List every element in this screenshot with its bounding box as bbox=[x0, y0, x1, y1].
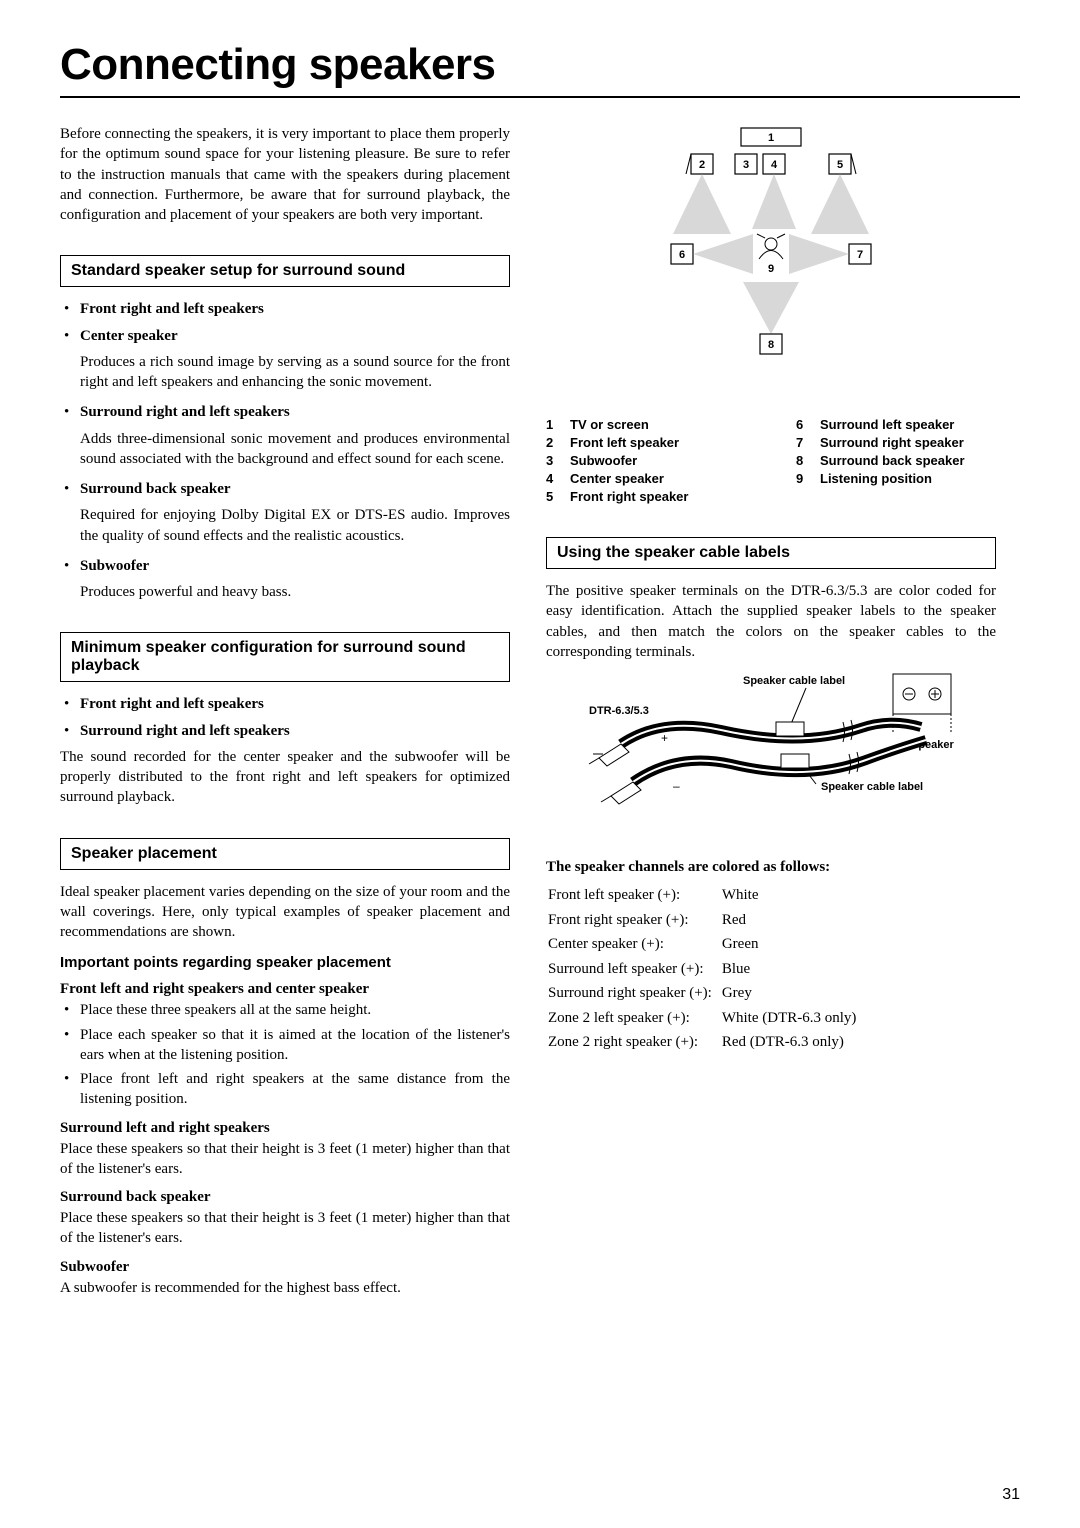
group-title: Front left and right speakers and center… bbox=[60, 981, 510, 998]
group-text: Place these speakers so that their heigh… bbox=[60, 1208, 510, 1249]
svg-text:–: – bbox=[673, 779, 680, 793]
color-table-head: The speaker channels are colored as foll… bbox=[546, 859, 996, 876]
color-val: Blue bbox=[722, 958, 857, 981]
item-label: Front right and left speakers bbox=[80, 696, 264, 712]
legend-num: 3 bbox=[546, 453, 560, 468]
group-title: Subwoofer bbox=[60, 1259, 510, 1276]
speaker-placement-diagram: 1 2 3 4 5 6 bbox=[631, 124, 911, 399]
standard-setup-list: Front right and left speakers Center spe… bbox=[60, 299, 510, 346]
standard-setup-list: Surround right and left speakers bbox=[60, 402, 510, 422]
legend-text: Front left speaker bbox=[570, 435, 679, 450]
color-val: Red bbox=[722, 909, 857, 932]
page-number: 31 bbox=[1002, 1486, 1020, 1504]
section-placement: Speaker placement bbox=[60, 838, 510, 870]
item-desc: Produces a rich sound image by serving a… bbox=[60, 352, 510, 393]
legend-num: 4 bbox=[546, 471, 560, 486]
placement-subhead: Important points regarding speaker place… bbox=[60, 954, 510, 971]
section-standard-setup: Standard speaker setup for surround soun… bbox=[60, 255, 510, 287]
minimum-config-note: The sound recorded for the center speake… bbox=[60, 747, 510, 808]
legend-num: 2 bbox=[546, 435, 560, 450]
group-title: Surround back speaker bbox=[60, 1189, 510, 1206]
legend-text: Listening position bbox=[820, 471, 932, 486]
intro-paragraph: Before connecting the speakers, it is ve… bbox=[60, 124, 510, 225]
color-key: Front right speaker (+): bbox=[548, 909, 720, 932]
page-title: Connecting speakers bbox=[60, 40, 1020, 98]
svg-text:4: 4 bbox=[771, 159, 778, 171]
cable-diagram: Speaker cable label DTR-6.3/5.3 Speaker … bbox=[581, 672, 961, 837]
svg-text:2: 2 bbox=[699, 159, 705, 171]
legend-text: Subwoofer bbox=[570, 453, 637, 468]
svg-text:+: + bbox=[661, 731, 668, 745]
list-item: Place each speaker so that it is aimed a… bbox=[60, 1025, 510, 1066]
standard-setup-list: Surround back speaker bbox=[60, 479, 510, 499]
item-label: Surround right and left speakers bbox=[80, 404, 290, 420]
item-label: Subwoofer bbox=[80, 558, 149, 574]
svg-text:1: 1 bbox=[768, 132, 774, 144]
color-key: Surround left speaker (+): bbox=[548, 958, 720, 981]
item-label: Surround right and left speakers bbox=[80, 723, 290, 739]
placement-bullets: Place these three speakers all at the sa… bbox=[60, 1000, 510, 1109]
section-cable-labels: Using the speaker cable labels bbox=[546, 537, 996, 569]
legend-num: 6 bbox=[796, 417, 810, 432]
item-desc: Adds three-dimensional sonic movement an… bbox=[60, 429, 510, 470]
svg-text:9: 9 bbox=[768, 263, 774, 275]
item-label: Center speaker bbox=[80, 328, 178, 344]
svg-text:7: 7 bbox=[857, 249, 863, 261]
legend-num: 1 bbox=[546, 417, 560, 432]
svg-text:8: 8 bbox=[768, 339, 774, 351]
section-minimum-config: Minimum speaker configuration for surrou… bbox=[60, 632, 510, 682]
content-columns: Before connecting the speakers, it is ve… bbox=[60, 124, 1020, 1304]
group-text: Place these speakers so that their heigh… bbox=[60, 1139, 510, 1180]
cable-label-bottom: Speaker cable label bbox=[821, 781, 923, 793]
item-label: Surround back speaker bbox=[80, 481, 231, 497]
legend-text: Surround left speaker bbox=[820, 417, 954, 432]
list-item: Place these three speakers all at the sa… bbox=[60, 1000, 510, 1020]
diagram-legend: 1 TV or screen 2 Front left speaker 3 Subwo… bbox=[546, 417, 996, 507]
group-text: A subwoofer is recommended for the highe… bbox=[60, 1278, 510, 1298]
right-column: 1 2 3 4 5 6 bbox=[546, 124, 996, 1304]
standard-setup-list: Subwoofer bbox=[60, 556, 510, 576]
color-key: Zone 2 left speaker (+): bbox=[548, 1007, 720, 1030]
legend-num: 5 bbox=[546, 489, 560, 504]
color-val: White (DTR-6.3 only) bbox=[722, 1007, 857, 1030]
cable-label-top: Speaker cable label bbox=[743, 675, 845, 687]
legend-text: Surround back speaker bbox=[820, 453, 965, 468]
color-key: Center speaker (+): bbox=[548, 933, 720, 956]
color-val: Red (DTR-6.3 only) bbox=[722, 1031, 857, 1054]
legend-text: TV or screen bbox=[570, 417, 649, 432]
legend-text: Front right speaker bbox=[570, 489, 688, 504]
cable-labels-text: The positive speaker terminals on the DT… bbox=[546, 581, 996, 662]
legend-num: 7 bbox=[796, 435, 810, 450]
svg-text:6: 6 bbox=[679, 249, 685, 261]
color-key: Surround right speaker (+): bbox=[548, 982, 720, 1005]
item-label: Front right and left speakers bbox=[80, 301, 264, 317]
legend-num: 9 bbox=[796, 471, 810, 486]
color-key: Front left speaker (+): bbox=[548, 884, 720, 907]
left-column: Before connecting the speakers, it is ve… bbox=[60, 124, 510, 1304]
svg-text:3: 3 bbox=[743, 159, 749, 171]
legend-text: Center speaker bbox=[570, 471, 664, 486]
item-desc: Required for enjoying Dolby Digital EX o… bbox=[60, 505, 510, 546]
group-title: Surround left and right speakers bbox=[60, 1120, 510, 1137]
color-val: White bbox=[722, 884, 857, 907]
legend-num: 8 bbox=[796, 453, 810, 468]
list-item: Place front left and right speakers at t… bbox=[60, 1069, 510, 1110]
cable-label-left: DTR-6.3/5.3 bbox=[589, 705, 649, 717]
minimum-config-list: Front right and left speakers Surround r… bbox=[60, 694, 510, 741]
legend-text: Surround right speaker bbox=[820, 435, 964, 450]
svg-text:5: 5 bbox=[837, 159, 843, 171]
color-val: Grey bbox=[722, 982, 857, 1005]
color-key: Zone 2 right speaker (+): bbox=[548, 1031, 720, 1054]
item-desc: Produces powerful and heavy bass. bbox=[60, 582, 510, 602]
placement-intro: Ideal speaker placement varies depending… bbox=[60, 882, 510, 943]
color-val: Green bbox=[722, 933, 857, 956]
color-table: Front left speaker (+):White Front right… bbox=[546, 882, 858, 1056]
